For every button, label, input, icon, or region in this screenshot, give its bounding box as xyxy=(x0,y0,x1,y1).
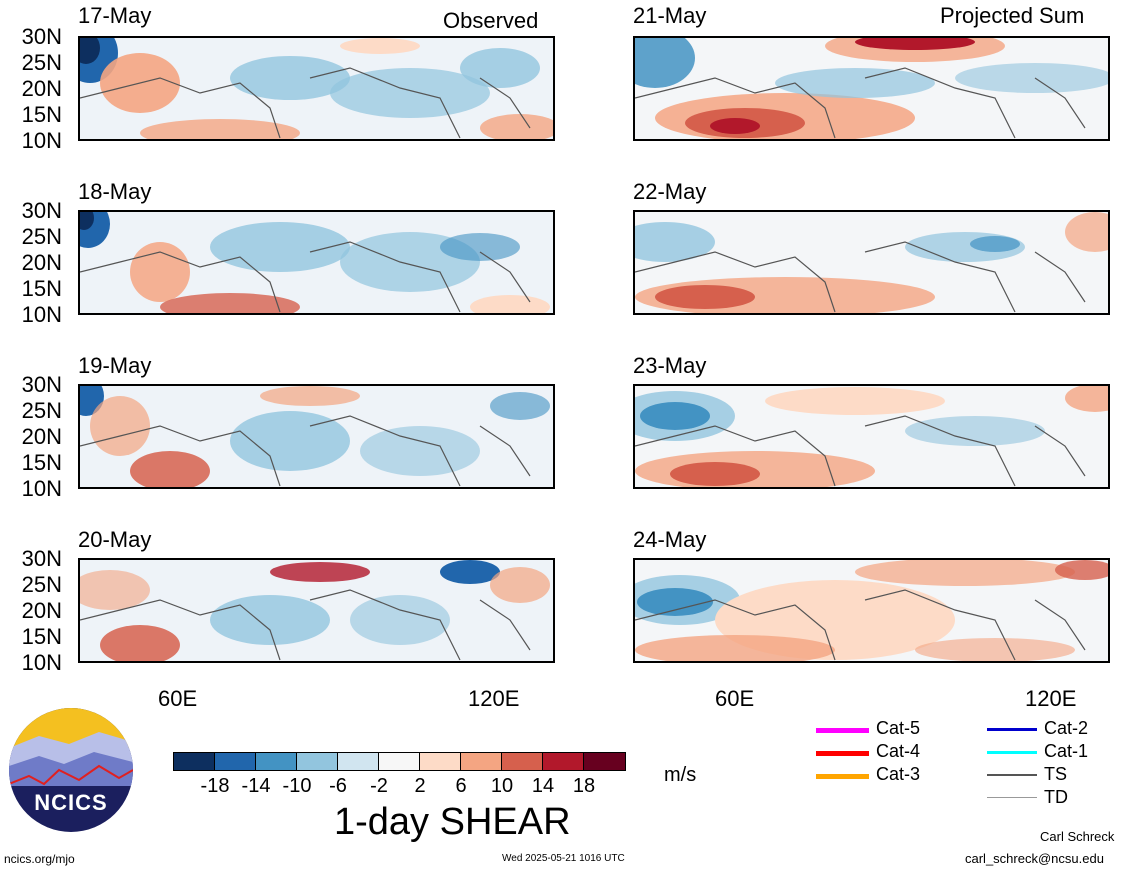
legend-label: Cat-1 xyxy=(1044,741,1089,761)
panel-date: 20-May xyxy=(78,527,152,552)
panel-date: 18-May xyxy=(78,179,152,204)
lat-label: 25N xyxy=(21,572,62,597)
legend-label: TS xyxy=(1044,764,1068,784)
colorbar-label: 6 xyxy=(455,775,467,797)
lat-label: 15N xyxy=(21,102,62,127)
footer-author: Carl Schreck xyxy=(1040,829,1115,844)
lat-label: 15N xyxy=(21,450,62,475)
lat-label: 10N xyxy=(21,302,62,327)
legend-swatch xyxy=(987,797,1037,798)
lat-label: 20N xyxy=(21,250,62,275)
shear-map xyxy=(78,36,555,141)
colorbar-label: 2 xyxy=(414,775,426,797)
panel-date: 19-May xyxy=(78,353,152,378)
legend-swatch xyxy=(987,751,1037,754)
colorbar-swatch xyxy=(214,752,256,771)
shear-map xyxy=(78,384,555,489)
lat-label: 15N xyxy=(21,276,62,301)
lat-label: 20N xyxy=(21,76,62,101)
colorbar-label: 14 xyxy=(531,775,555,797)
colorbar-label: -2 xyxy=(370,775,388,797)
colorbar-swatch xyxy=(419,752,461,771)
projected-header: Projected Sum xyxy=(940,3,1085,28)
ncics-logo: NCICS xyxy=(9,708,133,832)
lat-label: 25N xyxy=(21,50,62,75)
shear-map xyxy=(633,558,1110,663)
shear-map xyxy=(633,210,1110,315)
legend-swatch xyxy=(816,751,869,756)
lon-label: 60E xyxy=(715,686,755,711)
colorbar-label: -10 xyxy=(282,775,312,797)
legend-swatch xyxy=(987,774,1037,776)
lat-label: 20N xyxy=(21,424,62,449)
shear-map xyxy=(78,558,555,663)
colorbar-label: -18 xyxy=(200,775,230,797)
lat-label: 30N xyxy=(21,372,62,397)
shear-map xyxy=(633,384,1110,489)
panel-date: 23-May xyxy=(633,353,707,378)
legend-label: Cat-2 xyxy=(1044,718,1089,738)
legend-swatch xyxy=(816,728,869,733)
footer-email: carl_schreck@ncsu.edu xyxy=(965,851,1104,866)
lat-label: 20N xyxy=(21,598,62,623)
colorbar-unit: m/s xyxy=(664,764,697,786)
panel-date: 21-May xyxy=(633,3,707,28)
lon-label: 60E xyxy=(158,686,198,711)
colorbar-label: 18 xyxy=(572,775,596,797)
lat-label: 10N xyxy=(21,650,62,675)
lat-label: 30N xyxy=(21,24,62,49)
legend-label: Cat-5 xyxy=(876,718,921,738)
panel-date: 17-May xyxy=(78,3,152,28)
legend-label: Cat-4 xyxy=(876,741,921,761)
footer-timestamp: Wed 2025-05-21 1016 UTC xyxy=(502,853,625,864)
lat-label: 25N xyxy=(21,398,62,423)
colorbar-label: -6 xyxy=(329,775,347,797)
observed-header: Observed xyxy=(443,8,539,33)
colorbar-swatch xyxy=(583,752,626,771)
lat-label: 30N xyxy=(21,546,62,571)
logo-text: NCICS xyxy=(34,790,108,815)
panel-date: 24-May xyxy=(633,527,707,552)
colorbar-swatch xyxy=(296,752,338,771)
shear-map xyxy=(633,36,1110,141)
chart-title: 1-day SHEAR xyxy=(334,801,571,843)
lat-label: 15N xyxy=(21,624,62,649)
colorbar-swatch xyxy=(460,752,502,771)
colorbar-label: -14 xyxy=(241,775,271,797)
legend-label: TD xyxy=(1044,787,1068,807)
colorbar-swatch xyxy=(255,752,297,771)
colorbar-label: 10 xyxy=(490,775,514,797)
lon-label: 120E xyxy=(1025,686,1077,711)
lat-label: 10N xyxy=(21,128,62,153)
colorbar-swatch xyxy=(337,752,379,771)
lon-label: 120E xyxy=(468,686,520,711)
lat-label: 10N xyxy=(21,476,62,501)
legend-label: Cat-3 xyxy=(876,764,921,784)
colorbar-swatch xyxy=(501,752,543,771)
colorbar-swatch xyxy=(542,752,584,771)
colorbar-swatch xyxy=(378,752,420,771)
footer-url: ncics.org/mjo xyxy=(4,852,75,866)
colorbar-swatch xyxy=(173,752,215,771)
lat-label: 30N xyxy=(21,198,62,223)
shear-map xyxy=(78,210,555,315)
lat-label: 25N xyxy=(21,224,62,249)
panel-date: 22-May xyxy=(633,179,707,204)
legend-swatch xyxy=(816,774,869,779)
legend-swatch xyxy=(987,728,1037,731)
